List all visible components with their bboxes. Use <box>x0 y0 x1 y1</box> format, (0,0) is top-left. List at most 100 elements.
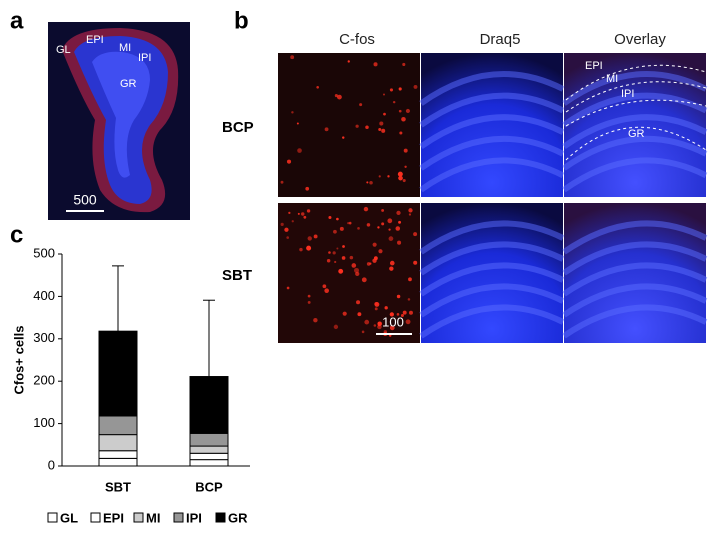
cfos-cell <box>373 256 378 261</box>
bar-segment <box>189 452 229 461</box>
cfos-cell <box>333 324 339 330</box>
cfos-cell <box>383 112 386 116</box>
nuclei-band <box>419 157 565 193</box>
cfos-cell <box>341 256 346 260</box>
layer-label: GR <box>120 78 137 90</box>
cfos-cell <box>398 220 402 224</box>
cfos-cell <box>324 288 329 293</box>
y-tick-label: 0 <box>48 457 55 472</box>
cfos-cell <box>297 212 300 215</box>
nuclei-band <box>419 220 565 255</box>
cfos-cell <box>342 311 347 316</box>
cfos-cell <box>354 267 360 273</box>
nuclei-band <box>562 92 708 128</box>
layer-label: EPI <box>585 60 603 72</box>
legend-swatch <box>173 512 184 523</box>
row-label: BCP <box>222 119 254 136</box>
x-tick-label: BCP <box>195 479 223 494</box>
cfos-cell <box>388 236 394 241</box>
boundary-line <box>565 81 707 113</box>
bar-segment <box>189 376 229 434</box>
cfos-cell <box>365 125 369 129</box>
cfos-cell <box>336 217 339 221</box>
cfos-cell <box>389 325 395 331</box>
layer-label: GR <box>628 128 645 140</box>
cfos-cell <box>404 165 407 168</box>
bar-segment <box>189 432 229 447</box>
cfos-cell <box>357 227 360 230</box>
cfos-cell <box>387 218 393 224</box>
panel-a-image: GL EPI MI IPI GR 500 <box>48 22 190 220</box>
cfos-cell <box>363 206 369 212</box>
cfos-cell <box>342 136 345 139</box>
cfos-cell <box>408 310 413 315</box>
column-header: C-fos <box>339 31 375 48</box>
panel-label: c <box>10 221 23 248</box>
cfos-cell <box>349 255 354 260</box>
nuclei-band <box>562 262 708 297</box>
cfos-cell <box>405 319 411 325</box>
cfos-cell <box>413 232 418 237</box>
cfos-cell <box>303 215 307 219</box>
boundary-line <box>565 99 707 127</box>
micrograph-grid <box>278 53 708 343</box>
layer-label: MI <box>606 73 618 85</box>
nuclei-band <box>562 220 708 255</box>
legend-label: IPI <box>186 510 202 525</box>
cfos-cell <box>356 300 361 305</box>
cfos-cell <box>280 180 284 184</box>
cfos-cell <box>306 245 312 251</box>
legend-label: GR <box>228 510 248 525</box>
cfos-cell <box>408 208 413 213</box>
cfos-cell <box>378 127 382 131</box>
cfos-cell <box>307 294 311 298</box>
legend-label: MI <box>146 510 160 525</box>
bar-segment <box>98 450 138 459</box>
cfos-cell <box>313 317 318 323</box>
panel-label: b <box>234 7 249 34</box>
legend-swatch <box>90 512 101 523</box>
cfos-cell <box>398 175 403 181</box>
cfos-cell <box>333 229 337 234</box>
cfos-cell <box>402 310 407 315</box>
nuclei-band <box>419 241 565 276</box>
cfos-cell <box>286 286 290 290</box>
cfos-cell <box>280 222 284 226</box>
cfos-cell <box>332 251 336 255</box>
cfos-cell <box>381 128 386 133</box>
cfos-cell <box>348 221 352 225</box>
y-tick-label: 300 <box>33 330 55 345</box>
cfos-cell <box>413 260 418 265</box>
cfos-cell <box>379 121 384 126</box>
nuclei-band <box>562 157 708 193</box>
cfos-cell <box>299 247 303 252</box>
layer-label: EPI <box>86 34 104 46</box>
cfos-cell <box>389 312 394 317</box>
cfos-cell <box>413 84 418 89</box>
y-tick-label: 100 <box>33 415 55 430</box>
nuclei-band <box>419 304 565 339</box>
cfos-cell <box>322 284 327 289</box>
layer-label: IPI <box>138 52 151 64</box>
cfos-cell <box>307 236 312 241</box>
cfos-cell <box>407 298 411 301</box>
legend-swatch <box>47 512 58 523</box>
cfos-cell <box>328 251 331 254</box>
cfos-cell <box>286 236 289 239</box>
cfos-cell <box>396 210 401 216</box>
legend-label: EPI <box>103 510 124 525</box>
nuclei-band <box>562 135 708 171</box>
cfos-cell <box>291 220 294 223</box>
cfos-cell <box>366 223 371 227</box>
cfos-cell <box>301 212 305 216</box>
cfos-cell <box>388 228 391 231</box>
cfos-cell <box>347 60 350 63</box>
nuclei-band <box>419 283 565 318</box>
cfos-cell <box>398 87 402 91</box>
nuclei-band <box>419 135 565 171</box>
cfos-cell <box>389 266 394 271</box>
cfos-cell <box>373 324 377 327</box>
cfos-cell <box>402 62 406 67</box>
nuclei-band <box>562 304 708 339</box>
nuclei-band <box>419 92 565 128</box>
